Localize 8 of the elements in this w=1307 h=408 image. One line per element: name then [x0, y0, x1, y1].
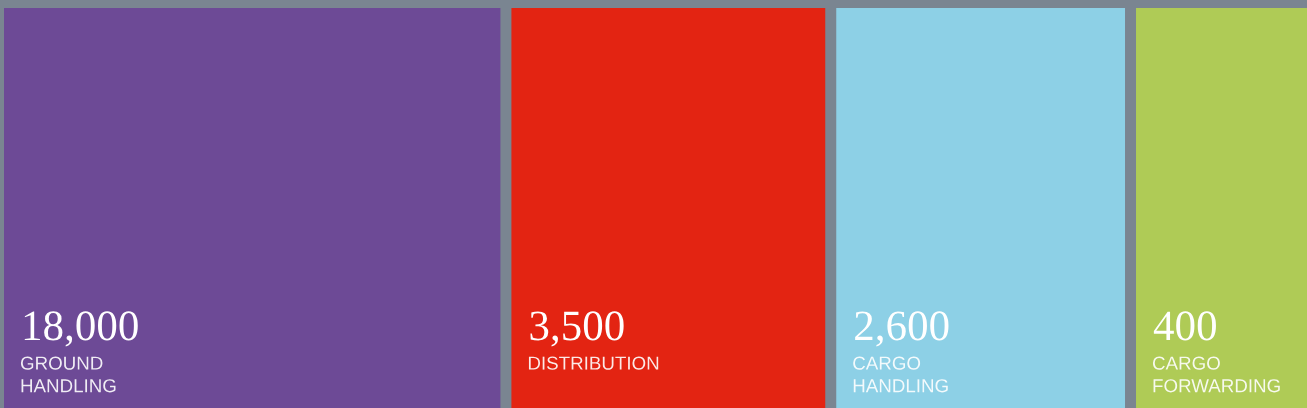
- category-label: GROUND HANDLING: [20, 356, 116, 393]
- data-label: 3,500: [530, 311, 624, 347]
- category-label: CARGO HANDLING: [853, 356, 948, 393]
- category-label: DISTRIBUTION: [528, 356, 659, 370]
- data-label: 2,600: [855, 311, 949, 347]
- data-label: 18,000: [24, 311, 138, 347]
- category-label: CARGO FORWARDING: [1152, 356, 1280, 393]
- data-label: 400: [1153, 311, 1216, 341]
